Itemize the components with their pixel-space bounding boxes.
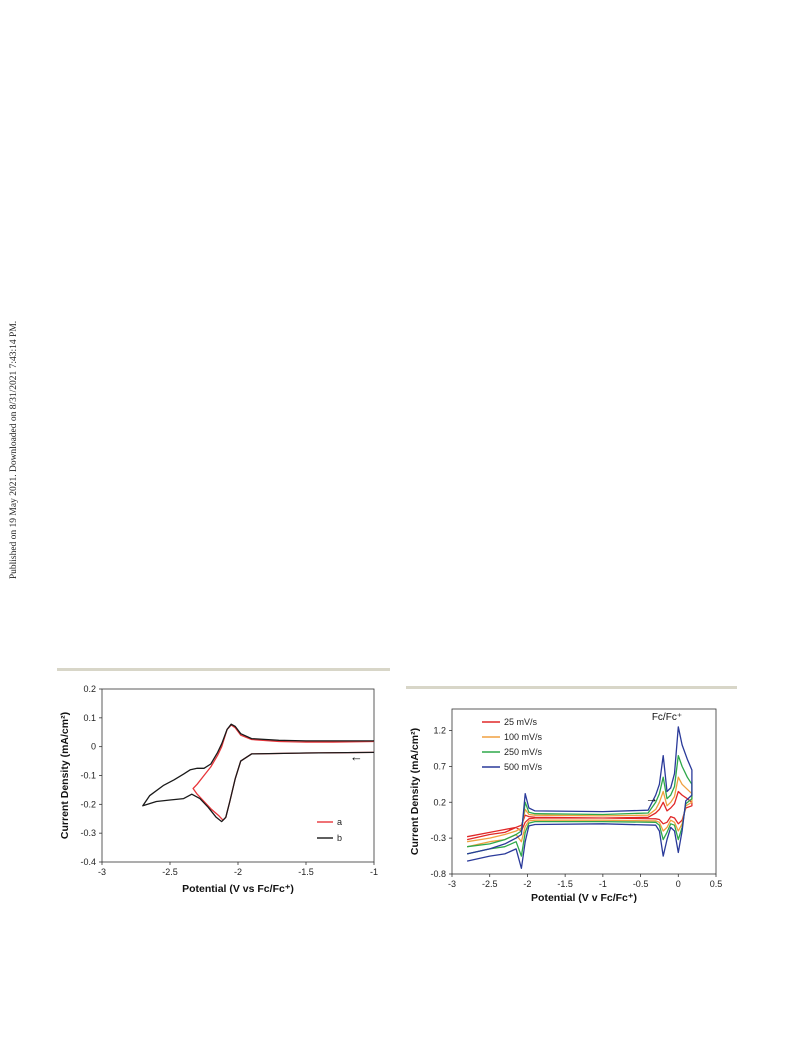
x-tick-label: 0 bbox=[676, 879, 681, 889]
y-tick-label: 0.2 bbox=[83, 684, 96, 694]
legend-label: 25 mV/s bbox=[504, 717, 538, 727]
y-tick-label: -0.3 bbox=[430, 833, 446, 843]
download-watermark: Published on 19 May 2021. Downloaded on … bbox=[7, 300, 21, 600]
x-tick-label: -1 bbox=[599, 879, 607, 889]
annotation-text: ← bbox=[350, 749, 363, 764]
cv-chart-right: -3 -2.5 -2 -1.5 -1 -0.5 0 0.5 -0.8 -0.3 0.2 0.7 1.2 P… bbox=[409, 708, 723, 904]
left-figure-rule bbox=[57, 668, 390, 671]
legend-label: b bbox=[337, 833, 342, 843]
x-tick-label: 0.5 bbox=[710, 879, 723, 889]
x-tick-label: -2 bbox=[523, 879, 531, 889]
x-tick-label: -3 bbox=[98, 867, 106, 877]
annotation-text: → bbox=[645, 790, 658, 805]
plot-frame bbox=[451, 708, 717, 875]
series-line-500-mv-s bbox=[466, 726, 693, 869]
y-tick-label: -0.8 bbox=[430, 869, 446, 879]
y-tick-label: 0 bbox=[91, 742, 96, 752]
legend-label: a bbox=[337, 817, 342, 827]
y-axis-label: Current Density (mA/cm²) bbox=[59, 712, 71, 839]
y-tick-label: 0.7 bbox=[433, 761, 446, 771]
x-tick-label: -3 bbox=[448, 879, 456, 889]
y-tick-label: -0.2 bbox=[80, 799, 96, 809]
x-axis-label: Potential (V v Fc/Fc⁺) bbox=[531, 892, 637, 904]
x-tick-label: -1.5 bbox=[557, 879, 573, 889]
x-tick-label: -0.5 bbox=[633, 879, 649, 889]
cv-chart-left: -3 -2.5 -2 -1.5 -1 -0.4 -0.3 -0.2 -0.1 0 0.1 0.2 Pot… bbox=[59, 684, 378, 895]
y-tick-label: 1.2 bbox=[433, 726, 446, 736]
x-tick-label: -2 bbox=[234, 867, 242, 877]
y-tick-label: -0.4 bbox=[80, 857, 96, 867]
x-axis-label: Potential (V vs Fc/Fc⁺) bbox=[182, 883, 294, 895]
legend-label: 500 mV/s bbox=[504, 762, 543, 772]
series-line-b bbox=[142, 723, 375, 823]
download-watermark-text: Published on 19 May 2021. Downloaded on … bbox=[9, 320, 19, 580]
y-tick-label: 0.1 bbox=[83, 713, 96, 723]
legend-label: 250 mV/s bbox=[504, 747, 543, 757]
y-tick-label: -0.1 bbox=[80, 771, 96, 781]
x-tick-label: -2.5 bbox=[482, 879, 498, 889]
series-line-a bbox=[192, 724, 375, 821]
plot-frame bbox=[101, 688, 375, 863]
x-tick-label: -2.5 bbox=[162, 867, 178, 877]
y-axis-label: Current Density (mA/cm²) bbox=[409, 728, 421, 855]
right-figure-rule bbox=[406, 686, 737, 689]
y-tick-label: 0.2 bbox=[433, 797, 446, 807]
legend-label: 100 mV/s bbox=[504, 732, 543, 742]
x-tick-label: -1 bbox=[370, 867, 378, 877]
y-tick-label: -0.3 bbox=[80, 828, 96, 838]
annotation-text: Fc/Fc⁺ bbox=[652, 712, 682, 723]
x-tick-label: -1.5 bbox=[298, 867, 314, 877]
